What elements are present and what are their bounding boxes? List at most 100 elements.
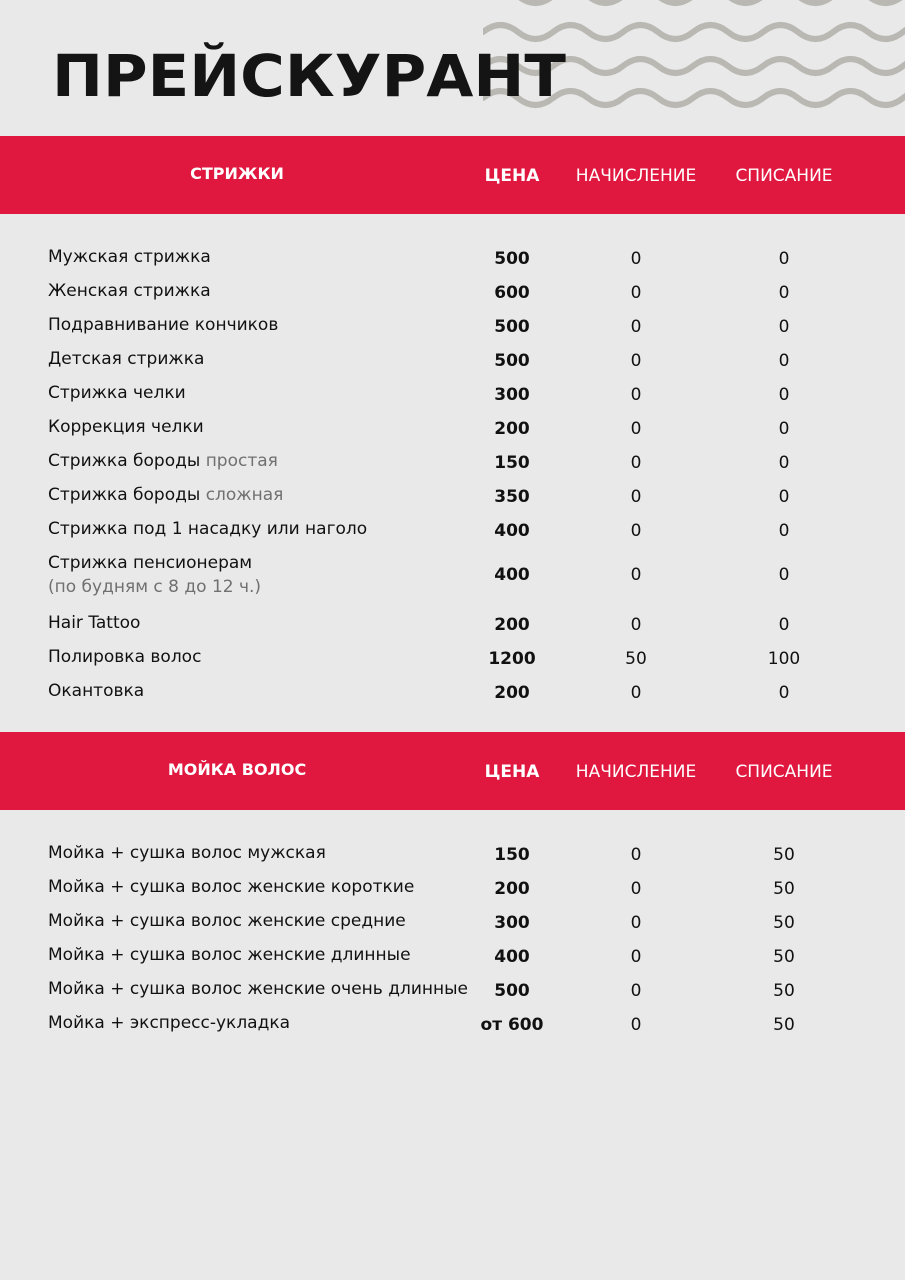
price-value: 200 bbox=[494, 615, 530, 635]
accrual-value: 0 bbox=[630, 487, 642, 507]
writeoff-value: 50 bbox=[773, 913, 795, 933]
writeoff-value: 0 bbox=[778, 317, 790, 337]
accrual-value: 0 bbox=[630, 351, 642, 371]
service-name: Стрижка под 1 насадку или наголо bbox=[48, 519, 367, 539]
service-name: Женская стрижка bbox=[48, 281, 211, 301]
price-value: 500 bbox=[494, 317, 530, 337]
price-value: 200 bbox=[494, 879, 530, 899]
service-name: Hair Tattoo bbox=[48, 613, 140, 633]
price-value: 350 bbox=[494, 487, 530, 507]
writeoff-value: 0 bbox=[778, 683, 790, 703]
accrual-value: 0 bbox=[630, 419, 642, 439]
hair-wash-list: Мойка + сушка волос мужская 150 0 50 Мойка +… bbox=[0, 837, 905, 1041]
price-value: 1200 bbox=[488, 649, 536, 669]
price-row: Детская стрижка 500 0 0 bbox=[0, 343, 905, 377]
writeoff-value: 50 bbox=[773, 981, 795, 1001]
service-name-text: Стрижка под 1 насадку или наголо bbox=[48, 519, 368, 539]
price-value: 200 bbox=[494, 683, 530, 703]
wave-line bbox=[483, 88, 905, 108]
wave-line bbox=[483, 22, 905, 42]
service-name: Мойка + сушка волос женские короткие bbox=[48, 877, 414, 897]
accrual-value: 0 bbox=[630, 521, 642, 541]
accrual-value: 0 bbox=[630, 317, 642, 337]
service-note: (по будням с 8 до 12 ч.) bbox=[48, 577, 262, 597]
price-row: Стрижка под 1 насадку или наголо 400 0 0 bbox=[0, 513, 905, 547]
service-name: Мойка + сушка волос женские средние bbox=[48, 911, 406, 931]
accrual-value: 0 bbox=[630, 453, 642, 473]
section-label: МОЙКА ВОЛОС bbox=[167, 760, 307, 779]
service-name-text: Подравнивание кончиков bbox=[48, 315, 279, 335]
accrual-value: 0 bbox=[630, 947, 642, 967]
price-row: Коррекция челки 200 0 0 bbox=[0, 411, 905, 445]
writeoff-value: 50 bbox=[773, 879, 795, 899]
service-name: Полировка волос bbox=[48, 647, 201, 667]
writeoff-value: 50 bbox=[773, 1015, 795, 1035]
service-name-text: Окантовка bbox=[48, 681, 145, 701]
section-header-hair-wash: МОЙКА ВОЛОС ЦЕНА НАЧИСЛЕНИЕ СПИСАНИЕ bbox=[0, 732, 905, 810]
writeoff-value: 0 bbox=[778, 249, 790, 269]
service-name-text: Мойка + сушка волос женские длинные bbox=[48, 945, 411, 965]
service-note: простая bbox=[205, 451, 278, 471]
wave-pattern-decoration bbox=[483, 0, 905, 108]
service-name-text: Hair Tattoo bbox=[48, 613, 141, 633]
price-row: Мойка + сушка волос женские короткие 200 0… bbox=[0, 871, 905, 905]
writeoff-value: 0 bbox=[778, 487, 790, 507]
price-value: 400 bbox=[494, 947, 530, 967]
price-row: Полировка волос 1200 50 100 bbox=[0, 641, 905, 675]
price-row: Мойка + сушка волос женские длинные 400 0 5… bbox=[0, 939, 905, 973]
service-name-text: Женская стрижка bbox=[48, 281, 211, 301]
writeoff-value: 0 bbox=[778, 385, 790, 405]
writeoff-value: 0 bbox=[778, 521, 790, 541]
writeoff-value: 0 bbox=[778, 351, 790, 371]
price-row: Женская стрижка 600 0 0 bbox=[0, 275, 905, 309]
service-name-text: Стрижка бороды bbox=[48, 485, 201, 505]
accrual-value: 0 bbox=[630, 615, 642, 635]
writeoff-value: 0 bbox=[778, 565, 790, 585]
service-name: Мойка + сушка волос женские длинные bbox=[48, 945, 411, 965]
service-name: Стрижка бороды простая bbox=[48, 451, 278, 471]
service-name-text: Мужская стрижка bbox=[48, 247, 211, 267]
price-value: 150 bbox=[494, 453, 530, 473]
writeoff-value: 50 bbox=[773, 845, 795, 865]
price-row: Hair Tattoo 200 0 0 bbox=[0, 607, 905, 641]
price-row: Мойка + экспресс-укладка от 600 0 50 bbox=[0, 1007, 905, 1041]
section-label: СТРИЖКИ bbox=[190, 164, 284, 183]
section-header-haircuts: СТРИЖКИ ЦЕНА НАЧИСЛЕНИЕ СПИСАНИЕ bbox=[0, 136, 905, 214]
accrual-value: 0 bbox=[630, 385, 642, 405]
service-name: Мужская стрижка bbox=[48, 247, 211, 267]
wave-line bbox=[483, 56, 905, 76]
price-value: 400 bbox=[494, 521, 530, 541]
column-price: ЦЕНА bbox=[484, 762, 540, 782]
service-name: Подравнивание кончиков bbox=[48, 315, 278, 335]
price-row: Стрижка пенсионерам (по будням с 8 до 12 … bbox=[0, 547, 905, 607]
writeoff-value: 0 bbox=[778, 419, 790, 439]
service-name: Мойка + сушка волос женские очень длинны… bbox=[48, 979, 468, 999]
page-title: ПРЕЙСКУРАНТ bbox=[52, 42, 566, 110]
accrual-value: 0 bbox=[630, 565, 642, 585]
price-value: от 600 bbox=[480, 1015, 544, 1035]
service-name-text: Мойка + сушка волос мужская bbox=[48, 843, 326, 863]
price-row: Мужская стрижка 500 0 0 bbox=[0, 241, 905, 275]
price-row: Мойка + сушка волос женские средние 300 0 5… bbox=[0, 905, 905, 939]
column-accrual: НАЧИСЛЕНИЕ bbox=[575, 762, 697, 782]
service-name-text: Полировка волос bbox=[48, 647, 202, 667]
price-row: Стрижка бороды сложная 350 0 0 bbox=[0, 479, 905, 513]
price-value: 400 bbox=[494, 565, 530, 585]
price-row: Стрижка челки 300 0 0 bbox=[0, 377, 905, 411]
column-writeoff: СПИСАНИЕ bbox=[735, 762, 833, 782]
price-row: Мойка + сушка волос женские очень длинны… bbox=[0, 973, 905, 1007]
accrual-value: 0 bbox=[630, 879, 642, 899]
service-name-text: Мойка + сушка волос женские короткие bbox=[48, 877, 415, 897]
service-name: Коррекция челки bbox=[48, 417, 204, 437]
accrual-value: 0 bbox=[630, 1015, 642, 1035]
service-name-text: Стрижка пенсионерам bbox=[48, 553, 253, 573]
service-name: Стрижка пенсионерам (по будням с 8 до 12 … bbox=[48, 553, 261, 597]
writeoff-value: 100 bbox=[767, 649, 801, 669]
service-name-text: Стрижка бороды bbox=[48, 451, 201, 471]
service-name: Окантовка bbox=[48, 681, 144, 701]
price-value: 500 bbox=[494, 351, 530, 371]
writeoff-value: 0 bbox=[778, 615, 790, 635]
price-value: 500 bbox=[494, 981, 530, 1001]
accrual-value: 0 bbox=[630, 683, 642, 703]
accrual-value: 50 bbox=[625, 649, 647, 669]
